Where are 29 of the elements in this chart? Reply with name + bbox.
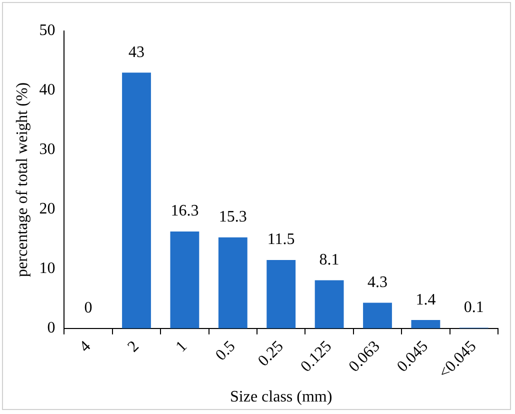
y-tick-label: 0 bbox=[47, 320, 56, 337]
data-label: 16.3 bbox=[170, 202, 199, 220]
y-axis-title: percentage of total weight (%) bbox=[14, 82, 31, 277]
data-label: 0.1 bbox=[464, 298, 484, 316]
x-tick-label: 0.5 bbox=[212, 338, 239, 364]
x-tick-label: 4 bbox=[76, 338, 94, 356]
data-label: 8.1 bbox=[319, 251, 340, 268]
data-label: 11.5 bbox=[267, 231, 295, 248]
data-label: 4.3 bbox=[368, 274, 388, 292]
bar bbox=[266, 260, 296, 328]
data-label: 0 bbox=[84, 300, 92, 317]
data-label: 1.4 bbox=[416, 291, 436, 308]
data-label: 15.3 bbox=[218, 208, 247, 226]
y-tick-label: 50 bbox=[39, 22, 56, 40]
bar bbox=[363, 302, 392, 328]
x-tick-label: 2 bbox=[124, 338, 142, 356]
bar bbox=[411, 320, 440, 328]
y-tick-label: 30 bbox=[39, 141, 56, 158]
x-axis-title: Size class (mm) bbox=[230, 388, 332, 406]
bar bbox=[170, 231, 200, 328]
x-tick-label: 1 bbox=[172, 338, 190, 356]
bar bbox=[122, 72, 151, 328]
data-label: 43 bbox=[128, 44, 144, 61]
y-tick-label: 40 bbox=[39, 82, 56, 99]
y-tick-label: 10 bbox=[39, 260, 56, 278]
x-tick-label: 0.25 bbox=[255, 338, 287, 370]
y-tick-label: 20 bbox=[39, 200, 56, 218]
bar bbox=[218, 237, 248, 328]
bar bbox=[314, 280, 344, 328]
